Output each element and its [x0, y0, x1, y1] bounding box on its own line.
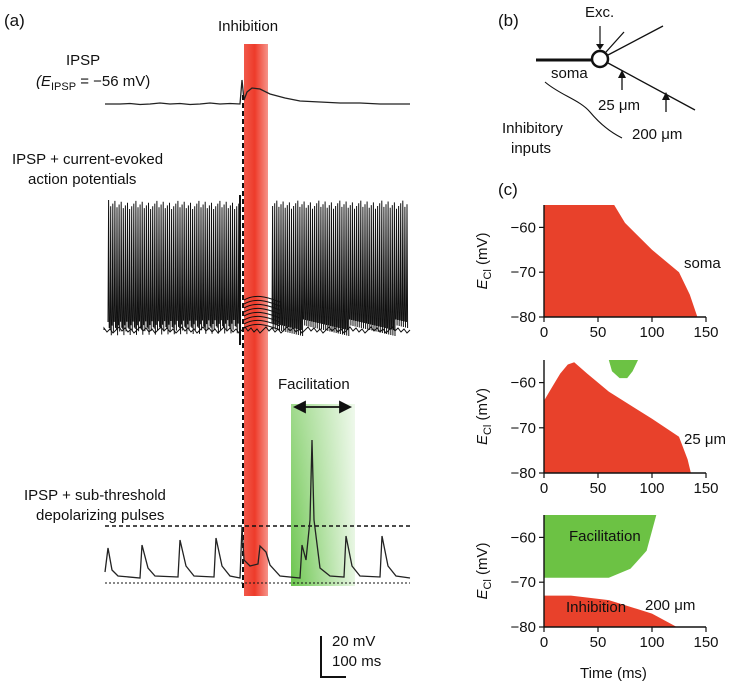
arrow-200um [662, 92, 670, 112]
y-tick-label: −70 [511, 574, 536, 591]
facilitation-label: Facilitation [278, 376, 350, 393]
x-tick-label: 50 [590, 324, 607, 341]
panel-c-label: (c) [498, 180, 518, 199]
area-label-inhibition: Inhibition [566, 599, 626, 616]
chart-title: 200 μm [645, 597, 695, 614]
x-tick-label: 0 [540, 324, 548, 341]
panel-a-label: (a) [4, 11, 25, 30]
exc-label: Exc. [585, 4, 614, 21]
chart-title: soma [684, 255, 721, 272]
panel-b-label: (b) [498, 11, 519, 30]
x-tick-label: 100 [639, 480, 664, 497]
x-tick-label: 0 [540, 480, 548, 497]
area-label-facilitation: Facilitation [569, 528, 641, 545]
soma-circle [590, 49, 610, 69]
inhibitory-inputs-curve [544, 81, 623, 139]
area-inhibition [544, 595, 677, 627]
x-tick-label: 100 [639, 324, 664, 341]
inhibited-trace [243, 295, 281, 303]
y-axis-label: ECl (mV) [474, 542, 494, 599]
inhibited-trace [243, 299, 281, 307]
inhibited-trace [243, 319, 281, 327]
y-tick-label: −70 [511, 420, 536, 437]
x-axis-label: Time (ms) [580, 665, 647, 682]
ipsp-title: IPSP [66, 52, 100, 69]
y-tick-label: −80 [511, 309, 536, 326]
inhibited-trace [243, 311, 281, 319]
scale-bar-time: 100 ms [332, 653, 381, 670]
ap-label-line2: action potentials [28, 171, 136, 188]
d2-label: 200 μm [632, 126, 682, 143]
ap-label-line1: IPSP + current-evoked [12, 151, 163, 168]
facilitation-double-arrow [292, 400, 353, 414]
chart-1: −60 −70 −800 50 100 150 ECl (mV) soma [474, 205, 721, 341]
dendrite-3 [605, 31, 625, 53]
y-tick-label: −60 [511, 375, 536, 392]
ipsp-trace [105, 79, 410, 106]
x-tick-label: 150 [693, 480, 718, 497]
x-tick-label: 150 [693, 634, 718, 651]
panel-b: (b) Exc. soma 25 μm 200 μm Inhibitory in… [498, 4, 696, 157]
arrow-25um [618, 70, 626, 90]
x-tick-label: 50 [590, 634, 607, 651]
y-tick-label: −60 [511, 529, 536, 546]
sub-label-line2: depolarizing pulses [36, 507, 164, 524]
sub-label-line1: IPSP + sub-threshold [24, 487, 166, 504]
area-inhibition [544, 205, 698, 317]
inhibition-label: Inhibition [218, 18, 278, 35]
inhibited-trace [243, 303, 281, 311]
y-axis-label: ECl (mV) [474, 388, 494, 445]
inh-label-line2: inputs [511, 140, 551, 157]
chart-title: 25 μm [684, 431, 726, 448]
y-axis-label: ECl (mV) [474, 232, 494, 289]
ipsp-reversal-label: (EIPSP = −56 mV) [36, 73, 150, 93]
action-potential-traces [103, 195, 411, 345]
area-facilitation [608, 360, 638, 379]
soma-label: soma [551, 65, 588, 82]
area-inhibition [544, 362, 691, 473]
chart-2: −60 −70 −800 50 100 150 ECl (mV) 25 μm [474, 360, 726, 497]
scale-bar: 20 mV 100 ms [320, 633, 381, 678]
y-tick-label: −70 [511, 264, 536, 281]
inh-label-line1: Inhibitory [502, 120, 563, 137]
x-tick-label: 100 [639, 634, 664, 651]
inhibited-trace [243, 307, 281, 315]
x-tick-label: 50 [590, 480, 607, 497]
scale-bar-voltage: 20 mV [332, 633, 375, 650]
y-tick-label: −60 [511, 219, 536, 236]
area-facilitation [544, 515, 657, 578]
d1-label: 25 μm [598, 97, 640, 114]
y-tick-label: −80 [511, 465, 536, 482]
panel-a: (a) Inhibition IPSP (EIPSP = −56 mV) IPS… [4, 11, 411, 678]
inhibited-trace [243, 315, 281, 323]
action-potential-baseline [103, 326, 411, 334]
inhibited-trace [243, 323, 281, 331]
action-potential-spikes [107, 199, 409, 337]
dendrite-1 [607, 25, 664, 56]
x-tick-label: 150 [693, 324, 718, 341]
dendrite-2 [607, 62, 696, 111]
chart-3: Facilitation Inhibition −60 −70 −800 50 100 150… [474, 515, 719, 651]
subthreshold-pulses-trace [104, 439, 411, 579]
exc-arrow [596, 26, 604, 50]
y-tick-label: −80 [511, 619, 536, 636]
x-tick-label: 0 [540, 634, 548, 651]
